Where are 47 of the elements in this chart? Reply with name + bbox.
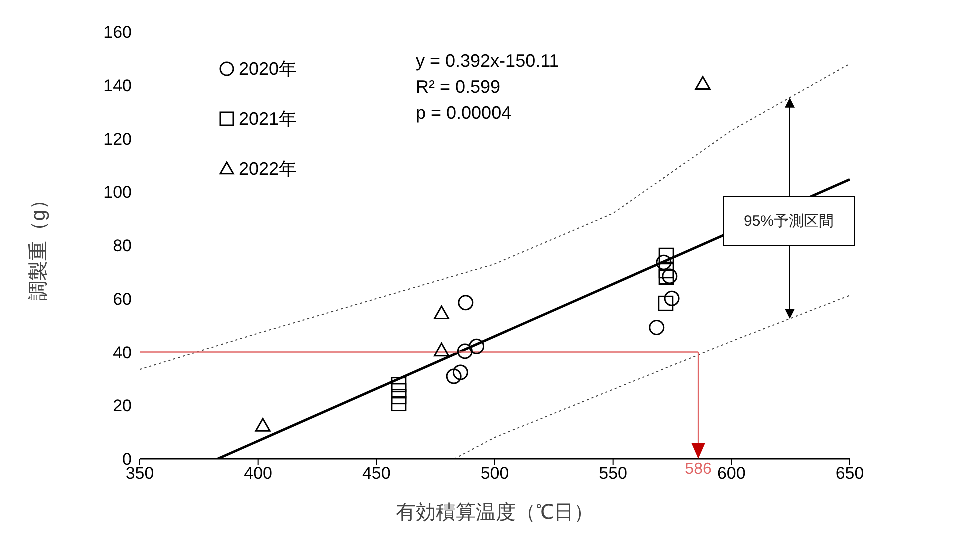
annotation: p = 0.00004 bbox=[416, 102, 513, 125]
point bbox=[664, 290, 680, 306]
point bbox=[452, 364, 468, 380]
annotation: 95%予測区間 bbox=[723, 196, 855, 246]
point bbox=[391, 396, 407, 412]
point bbox=[469, 338, 485, 354]
point bbox=[662, 268, 678, 284]
y-tick-label: 100 bbox=[104, 183, 132, 202]
annotation: R² = 0.599 bbox=[416, 76, 502, 99]
y-tick-label: 40 bbox=[113, 343, 132, 362]
point bbox=[695, 76, 711, 90]
x-tick-label: 500 bbox=[480, 464, 510, 484]
point bbox=[658, 263, 674, 279]
legend-label: 2022年 bbox=[239, 158, 298, 181]
point bbox=[458, 295, 474, 311]
point bbox=[457, 344, 473, 360]
y-tick-label: 140 bbox=[104, 76, 132, 96]
point bbox=[658, 296, 674, 312]
y-tick-label: 20 bbox=[113, 396, 132, 416]
x-tick-label: 650 bbox=[836, 464, 864, 484]
point bbox=[434, 342, 450, 357]
annotation: y = 0.392x-150.11 bbox=[416, 50, 560, 73]
point bbox=[391, 389, 407, 405]
y-tick-label: 120 bbox=[104, 130, 132, 149]
y-tick-label: 60 bbox=[113, 290, 132, 309]
point bbox=[255, 418, 271, 432]
x-axis-title: 有効積算温度（℃日） bbox=[395, 501, 595, 526]
point bbox=[658, 270, 674, 286]
ref-line-label: 586 bbox=[685, 461, 712, 478]
y-tick-label: 160 bbox=[104, 23, 132, 42]
point bbox=[434, 306, 450, 320]
point bbox=[391, 383, 407, 399]
point bbox=[391, 377, 407, 393]
line-series bbox=[454, 295, 850, 459]
legend-label: 2020年 bbox=[239, 58, 298, 81]
x-tick-label: 550 bbox=[599, 464, 628, 484]
x-tick-label: 400 bbox=[244, 464, 273, 484]
point bbox=[658, 248, 674, 264]
y-tick-label: 80 bbox=[113, 236, 132, 256]
point bbox=[656, 254, 672, 270]
x-tick-label: 450 bbox=[362, 464, 391, 484]
x-tick-label: 350 bbox=[126, 464, 154, 484]
x-tick-label: 600 bbox=[717, 464, 746, 484]
legend-label: 2021年 bbox=[239, 108, 298, 131]
point bbox=[446, 368, 462, 384]
point bbox=[649, 320, 665, 336]
y-axis-title: 調製重（g） bbox=[28, 190, 50, 302]
